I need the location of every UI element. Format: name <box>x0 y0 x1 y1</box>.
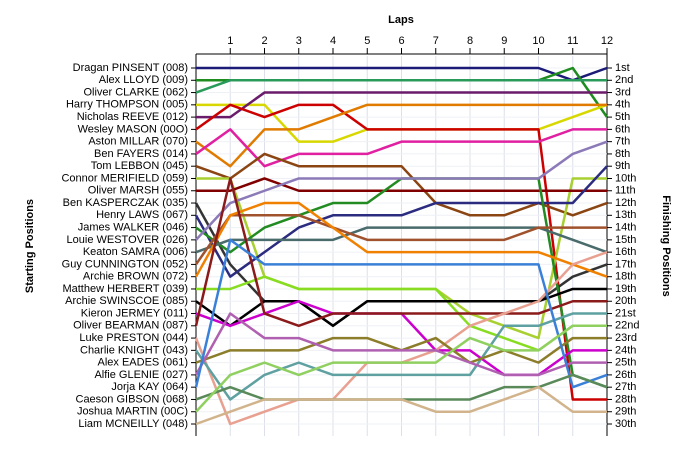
driver-label: Ben FAYERS (014) <box>94 148 188 160</box>
y2-tick-label: 2nd <box>615 74 633 86</box>
y2-tick-label: 14th <box>615 221 636 233</box>
y2-tick-label: 7th <box>615 136 630 148</box>
driver-label: Aston MILLAR (070) <box>88 136 188 148</box>
y2-tick-label: 3rd <box>615 86 631 98</box>
y2-tick-label: 23rd <box>615 332 637 344</box>
y2-tick-label: 20th <box>615 295 636 307</box>
y2-tick-label: 4th <box>615 99 630 111</box>
y2-tick-label: 21st <box>615 307 636 319</box>
driver-line <box>195 324 607 413</box>
y2-tick-label: 18th <box>615 271 636 283</box>
y-axis-label: Starting Positions <box>24 199 36 293</box>
driver-label: Matthew HERBERT (039) <box>62 283 188 295</box>
driver-label: Ben KASPERCZAK (035) <box>63 197 188 209</box>
driver-line <box>194 238 608 389</box>
driver-label: Connor MERIFIELD (059) <box>61 172 188 184</box>
driver-label: Alex EADES (061) <box>98 357 188 369</box>
driver-label: Guy CUNNINGTON (052) <box>62 258 188 270</box>
x-tick-label: 10 <box>532 35 544 47</box>
driver-line <box>195 128 607 168</box>
y2-tick-label: 30th <box>615 418 636 430</box>
y2-axis-label: Finishing Positions <box>660 195 672 296</box>
driver-label: Archie BROWN (072) <box>83 271 188 283</box>
driver-line <box>194 177 607 328</box>
y2-tick-label: 5th <box>615 111 630 123</box>
x-tick-label: 11 <box>567 35 578 47</box>
driver-label: Tom LEBBON (045) <box>91 160 188 172</box>
driver-label: Dragan PINSENT (008) <box>73 62 188 74</box>
y2-tick-label: 15th <box>615 234 636 246</box>
driver-line <box>195 140 608 241</box>
driver-label: Oliver CLARKE (062) <box>83 86 188 98</box>
y2-tick-label: 16th <box>615 246 636 258</box>
driver-label: Archie SWINSCOE (085) <box>65 295 188 307</box>
x-tick-label: 8 <box>467 35 473 47</box>
y2-tick-label: 12th <box>615 197 636 209</box>
driver-label: Luke PRESTON (044) <box>79 332 188 344</box>
driver-label: Jorja KAY (064) <box>111 381 188 393</box>
driver-line <box>194 201 608 278</box>
x-tick-label: 5 <box>364 35 370 47</box>
driver-label: Harry THOMPSON (005) <box>66 99 188 111</box>
driver-label: Oliver BEARMAN (087) <box>73 320 188 332</box>
driver-label: Keaton SAMRA (006) <box>83 246 188 258</box>
driver-line <box>196 66 608 82</box>
driver-label: Joshua MARTIN (00C) <box>77 406 188 418</box>
driver-line <box>194 312 607 401</box>
driver-line <box>195 79 607 94</box>
y2-tick-label: 17th <box>615 258 636 270</box>
y2-tick-label: 13th <box>615 209 636 221</box>
driver-label: Liam MCNEILLY (048) <box>78 418 188 430</box>
x-tick-label: 7 <box>433 35 439 47</box>
x-tick-label: 6 <box>398 35 404 47</box>
driver-line <box>196 177 607 193</box>
driver-line <box>196 91 607 119</box>
x-tick-label: 3 <box>296 35 302 47</box>
driver-label: Alex LLOYD (009) <box>99 74 188 86</box>
y2-tick-label: 28th <box>615 393 636 405</box>
y2-tick-label: 10th <box>615 172 636 184</box>
y2-tick-label: 11th <box>615 185 636 197</box>
driver-label: Wesley MASON (00O) <box>78 123 188 135</box>
x-tick-label: 1 <box>227 35 233 47</box>
driver-label: Henry LAWS (067) <box>96 209 188 221</box>
y2-tick-label: 24th <box>615 344 636 356</box>
driver-line <box>195 385 607 426</box>
y2-tick-label: 27th <box>615 381 636 393</box>
x-tick-label: 12 <box>601 35 613 47</box>
y2-tick-label: 9th <box>615 160 630 172</box>
driver-line <box>195 103 607 401</box>
y2-tick-label: 25th <box>615 357 636 369</box>
x-tick-label: 9 <box>501 35 507 47</box>
y2-tick-label: 1st <box>615 62 630 74</box>
driver-line <box>194 165 608 278</box>
driver-line <box>194 312 607 377</box>
x-tick-label: 2 <box>261 35 267 47</box>
x-tick-label: 4 <box>330 35 336 47</box>
driver-label: Nicholas REEVE (012) <box>77 111 188 123</box>
driver-label: Oliver MARSH (055) <box>88 185 188 197</box>
driver-line <box>194 214 607 266</box>
driver-label: Alfie GLENIE (027) <box>94 369 188 381</box>
y2-tick-label: 29th <box>615 406 636 418</box>
driver-label: Caeson GIBSON (068) <box>76 393 189 405</box>
driver-label: Kieron JERMEY (011) <box>81 307 188 319</box>
chart-title: Laps <box>388 14 414 26</box>
y2-tick-label: 8th <box>615 148 630 160</box>
driver-label: Louie WESTOVER (026) <box>67 234 188 246</box>
y2-tick-label: 6th <box>615 123 630 135</box>
y2-tick-label: 19th <box>615 283 636 295</box>
driver-label: Charlie KNIGHT (043) <box>80 344 188 356</box>
y2-tick-label: 22nd <box>615 320 639 332</box>
driver-label: James WALKER (046) <box>78 221 188 233</box>
y2-tick-label: 26th <box>615 369 636 381</box>
driver-line <box>195 103 607 168</box>
